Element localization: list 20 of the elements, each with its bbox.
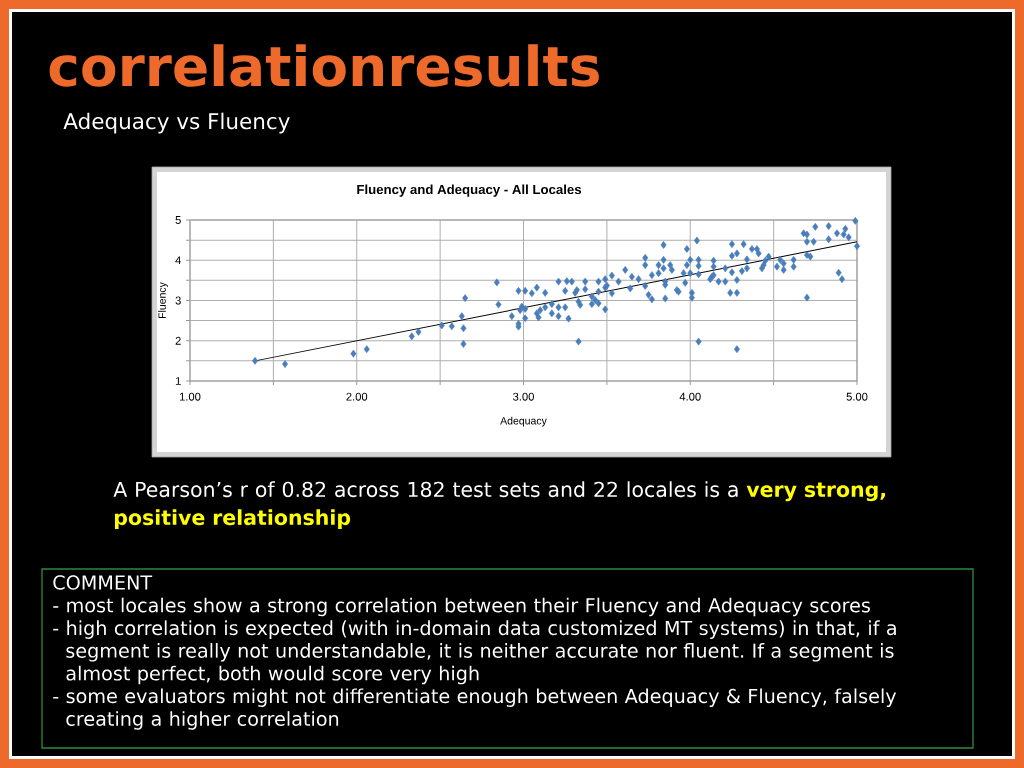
y-tick-label: 1 bbox=[175, 377, 181, 385]
x-tick-label: 5.00 bbox=[846, 392, 868, 401]
y-tick-label: 4 bbox=[175, 256, 181, 265]
y-tick-label: 5 bbox=[175, 216, 181, 224]
text: - most locales show a strong correlation between their Fluency and Adequacy scores bbox=[53, 597, 870, 617]
x-tick-label: 4.00 bbox=[679, 392, 701, 401]
x-tick-label: 2.00 bbox=[346, 392, 368, 401]
text: - some evaluators might not differentiate enough between Adequacy & Fluency, falsely creating a higher correlation bbox=[53, 688, 897, 730]
text: A Pearson’s r of 0.82 across 182 test sets and 22 locales is a very strong, positive relationship bbox=[113, 481, 886, 530]
text: Adequacy vs Fluency bbox=[63, 112, 290, 134]
x-tick-label: 3.00 bbox=[513, 392, 534, 401]
y-axis-title: Fluency bbox=[158, 282, 168, 319]
text: - high correlation is expected (with in-domain data customized MT systems) in that, if a segment is really not understandable, it is neither accurate nor fluent. If a segment is almost perfect, both would score very high bbox=[53, 620, 896, 685]
y-tick-label: 2 bbox=[175, 336, 181, 345]
text: correlationresults bbox=[49, 44, 599, 87]
text: COMMENT bbox=[53, 575, 153, 590]
y-tick-label: 3 bbox=[175, 296, 181, 305]
x-tick-label: 1.00 bbox=[179, 392, 201, 401]
x-axis-title: Adequacy bbox=[500, 416, 547, 427]
chart-title: Fluency and Adequacy - All Locales bbox=[357, 184, 582, 197]
